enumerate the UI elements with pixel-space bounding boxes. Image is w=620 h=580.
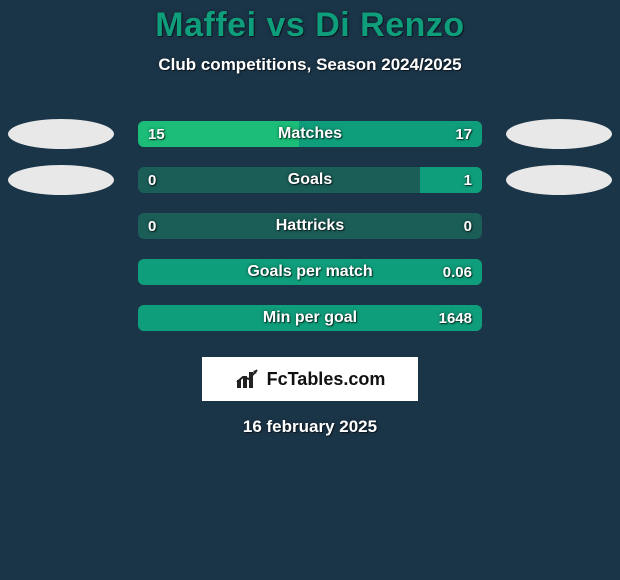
- stat-value-left: 0: [148, 213, 156, 239]
- stat-bar: Goals per match0.06: [138, 259, 482, 285]
- date-label: 16 february 2025: [0, 417, 620, 437]
- brand-badge: FcTables.com: [202, 357, 418, 401]
- chart-icon: [235, 368, 261, 390]
- stat-row: Hattricks0 0: [0, 205, 620, 251]
- player-ellipse-left: [8, 165, 114, 195]
- stat-bar: Min per goal1648: [138, 305, 482, 331]
- stat-value-left: 0: [148, 167, 156, 193]
- stat-bar-right: [138, 305, 482, 331]
- stat-row: Goals01: [0, 159, 620, 205]
- stat-bar-right: [138, 259, 482, 285]
- player-ellipse-left: [8, 119, 114, 149]
- stat-label: Hattricks: [138, 213, 482, 239]
- page-title: Maffei vs Di Renzo: [0, 6, 620, 45]
- stat-bar: Hattricks0 0: [138, 213, 482, 239]
- stat-bar-right: [299, 121, 482, 147]
- subtitle: Club competitions, Season 2024/2025: [0, 55, 620, 75]
- stat-row: Goals per match0.06: [0, 251, 620, 297]
- stat-row: Matches1517: [0, 113, 620, 159]
- stat-rows: Matches1517Goals01Hattricks00Goals per m…: [0, 113, 620, 343]
- brand-label: FcTables.com: [267, 369, 386, 390]
- player-ellipse-right: [506, 165, 612, 195]
- stat-bar-left: [138, 121, 299, 147]
- stat-bar-right: [420, 167, 482, 193]
- player-ellipse-right: [506, 119, 612, 149]
- stat-value-right: 0: [464, 213, 472, 239]
- stat-bar: Matches1517: [138, 121, 482, 147]
- stat-bar: Goals01: [138, 167, 482, 193]
- stat-row: Min per goal1648: [0, 297, 620, 343]
- comparison-card: Maffei vs Di Renzo Club competitions, Se…: [0, 0, 620, 580]
